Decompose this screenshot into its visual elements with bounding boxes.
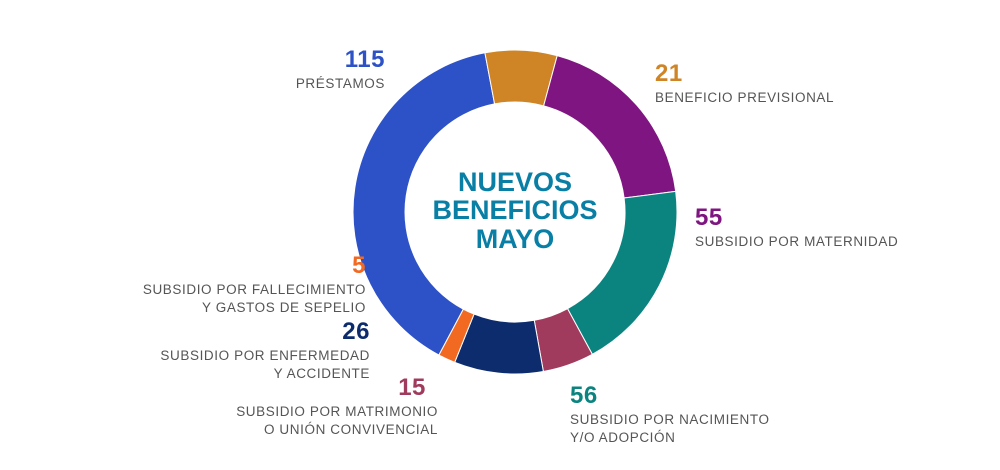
text-beneficio-previsional: BENEFICIO PREVISIONAL (655, 90, 835, 106)
text-maternidad: SUBSIDIO POR MATERNIDAD (695, 234, 899, 250)
label-nacimiento: 56 SUBSIDIO POR NACIMIENTO Y/O ADOPCIÓN (570, 380, 770, 446)
text-fallecimiento-1: SUBSIDIO POR FALLECIMIENTO (142, 282, 366, 298)
value-matrimonio: 15 (398, 374, 426, 401)
value-prestamos: 115 (344, 46, 385, 73)
title-line-3: MAYO (475, 223, 555, 254)
label-fallecimiento: 5 SUBSIDIO POR FALLECIMIENTO Y GASTOS DE… (143, 250, 366, 316)
label-enfermedad: 26 SUBSIDIO POR ENFERMEDAD Y ACCIDENTE (160, 316, 370, 382)
text-nacimiento-2: Y/O ADOPCIÓN (570, 429, 676, 445)
value-enfermedad: 26 (342, 318, 370, 345)
value-maternidad: 55 (695, 204, 723, 231)
text-matrimonio-2: O UNIÓN CONVIVENCIAL (263, 421, 438, 437)
text-prestamos: PRÉSTAMOS (295, 76, 385, 92)
label-maternidad: 55 SUBSIDIO POR MATERNIDAD (695, 202, 898, 251)
label-matrimonio: 15 SUBSIDIO POR MATRIMONIO O UNIÓN CONVI… (236, 372, 438, 438)
text-enfermedad-1: SUBSIDIO POR ENFERMEDAD (160, 348, 370, 364)
slice-prestamos (352, 52, 496, 356)
label-beneficio-previsional: 21 BENEFICIO PREVISIONAL (655, 58, 834, 107)
text-nacimiento-1: SUBSIDIO POR NACIMIENTO (570, 412, 770, 428)
chart-title: NUEVOS BENEFICIOS MAYO (420, 168, 610, 253)
text-enfermedad-2: Y ACCIDENTE (273, 365, 370, 381)
text-fallecimiento-2: Y GASTOS DE SEPELIO (202, 299, 366, 315)
value-beneficio-previsional: 21 (655, 60, 683, 87)
value-fallecimiento: 5 (352, 252, 366, 279)
label-prestamos: 115 PRÉSTAMOS (296, 44, 385, 93)
value-nacimiento: 56 (570, 382, 598, 409)
slice-fallecimiento (438, 308, 475, 364)
title-line-1: NUEVOS (457, 167, 573, 197)
title-line-2: BENEFICIOS (432, 195, 598, 226)
text-matrimonio-1: SUBSIDIO POR MATRIMONIO (236, 404, 438, 420)
